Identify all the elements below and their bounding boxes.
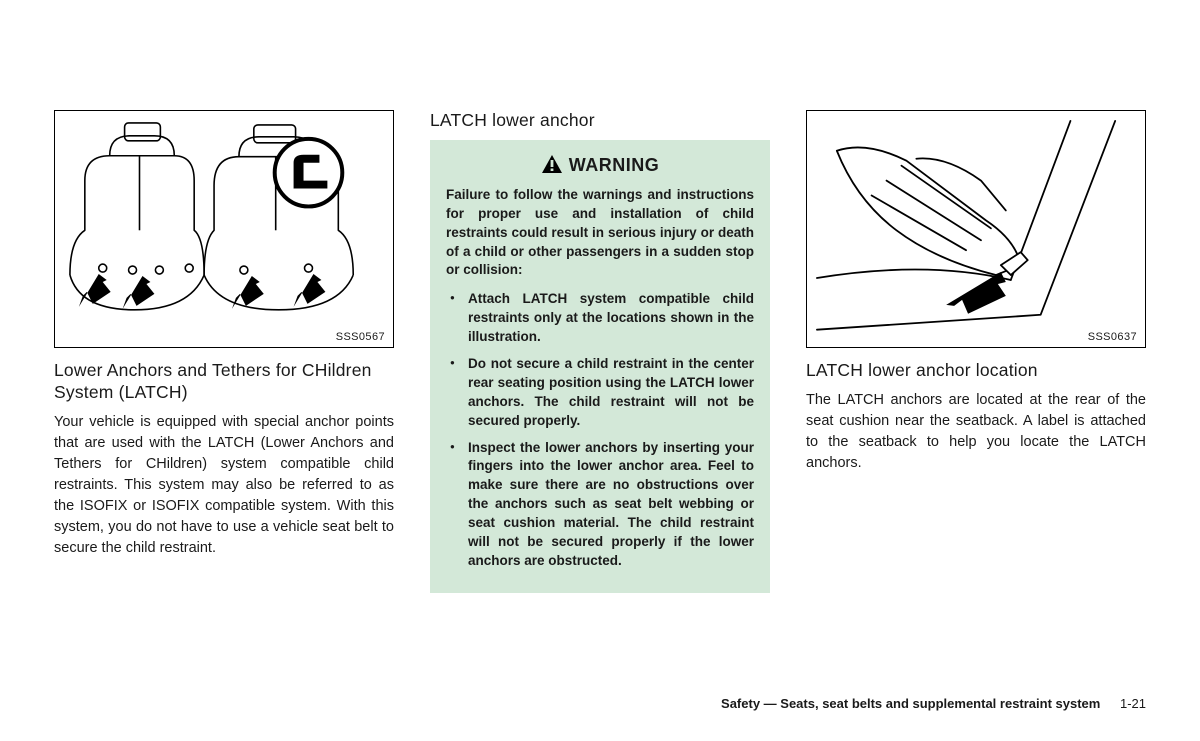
warning-list: Attach LATCH system compatible child res… [446,290,754,570]
body-latch-system: Your vehicle is equipped with special an… [54,412,394,559]
footer-page-number: 1-21 [1120,696,1146,711]
warning-label: WARNING [569,155,660,175]
arrow-icon [946,272,1006,314]
column-center: LATCH lower anchor WARNING Failure to fo… [430,110,770,593]
column-right: SSS0637 LATCH lower anchor location The … [806,110,1146,474]
page-footer: Safety — Seats, seat belts and supplemen… [721,696,1146,711]
heading-latch-system: Lower Anchors and Tethers for CHildren S… [54,360,394,404]
warning-header: WARNING [446,154,754,176]
warning-lead-text: Failure to follow the warnings and instr… [446,186,754,280]
heading-anchor-location: LATCH lower anchor location [806,360,1146,382]
anchor-location-illustration [807,111,1145,348]
warning-item: Do not secure a child restraint in the c… [446,355,754,431]
heading-lower-anchor: LATCH lower anchor [430,110,770,132]
column-left: SSS0567 Lower Anchors and Tethers for CH… [54,110,394,559]
child-seat-icon [275,139,343,207]
footer-section: Safety — Seats, seat belts and supplemen… [721,696,1100,711]
figure-seat-anchors: SSS0567 [54,110,394,348]
body-anchor-location: The LATCH anchors are located at the rea… [806,390,1146,474]
warning-item: Attach LATCH system compatible child res… [446,290,754,347]
figure-id-1: SSS0567 [336,331,385,343]
figure-id-2: SSS0637 [1088,331,1137,343]
seat-anchor-illustration [55,111,393,348]
warning-triangle-icon [541,154,563,174]
figure-anchor-location: SSS0637 [806,110,1146,348]
warning-box: WARNING Failure to follow the warnings a… [430,140,770,593]
page-columns: SSS0567 Lower Anchors and Tethers for CH… [54,110,1146,593]
warning-item: Inspect the lower anchors by inserting y… [446,439,754,571]
